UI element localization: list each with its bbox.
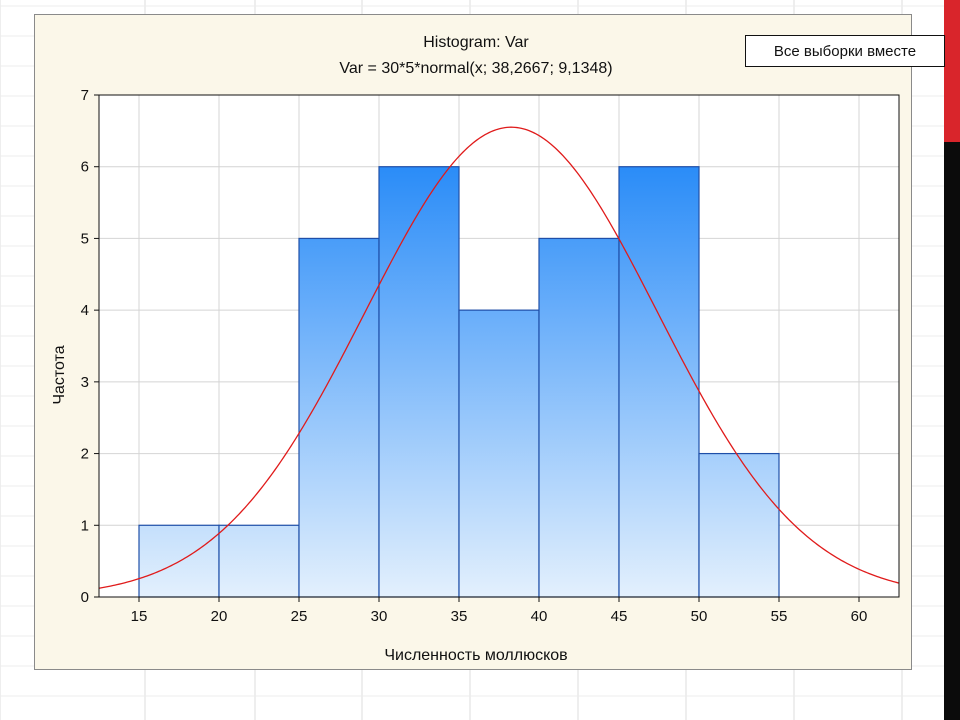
normal-fit-curve [98,126,900,589]
histogram-bar [538,237,620,598]
histogram-bar [378,166,460,598]
x-tick-label: 25 [291,608,308,625]
legend: Все выборки вместе [745,35,945,67]
histogram-bar [218,524,300,598]
y-tick-label: 0 [81,589,89,606]
chart-subtitle: Var = 30*5*normal(x; 38,2667; 9,1348) [339,60,612,77]
x-tick-label: 35 [451,608,468,625]
y-tick-label: 3 [81,374,89,391]
y-tick-label: 5 [81,230,89,247]
histogram-bar [618,166,700,598]
y-tick-label: 6 [81,159,89,176]
y-tick-label: 1 [81,517,89,534]
x-tick-label: 45 [611,608,628,625]
histogram-bars [138,166,780,598]
x-tick-label: 15 [131,608,148,625]
y-tick-label: 4 [81,302,89,319]
y-tick-label: 2 [81,446,89,463]
x-tick-label: 55 [771,608,788,625]
histogram-bar [458,309,540,598]
x-axis-ticks: 15 20 25 30 35 40 45 50 55 60 [131,597,868,625]
x-tick-label: 40 [531,608,548,625]
x-tick-label: 20 [211,608,228,625]
accent-bar-red [944,0,960,142]
histogram-bar [698,452,780,598]
y-tick-label: 7 [81,87,89,104]
x-axis-label: Численность моллюсков [384,647,567,664]
histogram-bar [298,237,380,598]
x-tick-label: 60 [851,608,868,625]
y-axis-ticks: 0 1 2 3 4 5 6 7 [81,87,99,606]
legend-label: Все выборки вместе [773,42,917,60]
accent-bar-black [944,142,960,720]
x-tick-label: 30 [371,608,388,625]
graph-window: Histogram: Var Var = 30*5*normal(x; 38,2… [34,14,945,670]
y-axis-label: Частота [51,345,68,404]
histogram-chart: Histogram: Var Var = 30*5*normal(x; 38,2… [51,34,900,664]
plot-border [98,94,900,598]
chart-title: Histogram: Var [423,34,529,51]
x-tick-label: 50 [691,608,708,625]
